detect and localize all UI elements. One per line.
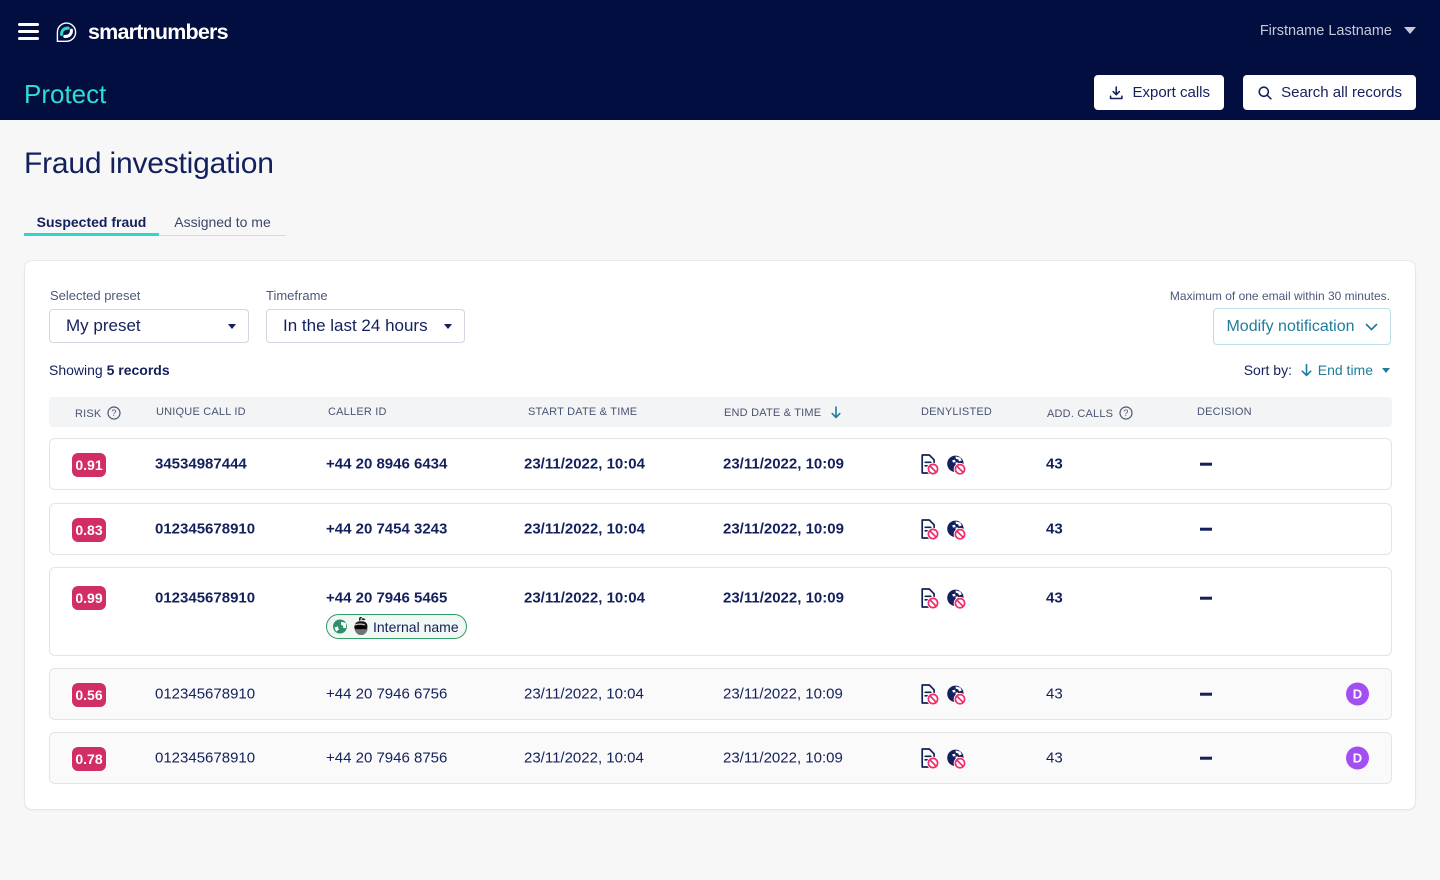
svg-text:?: ? bbox=[1124, 408, 1129, 418]
svg-text:?: ? bbox=[112, 408, 117, 418]
